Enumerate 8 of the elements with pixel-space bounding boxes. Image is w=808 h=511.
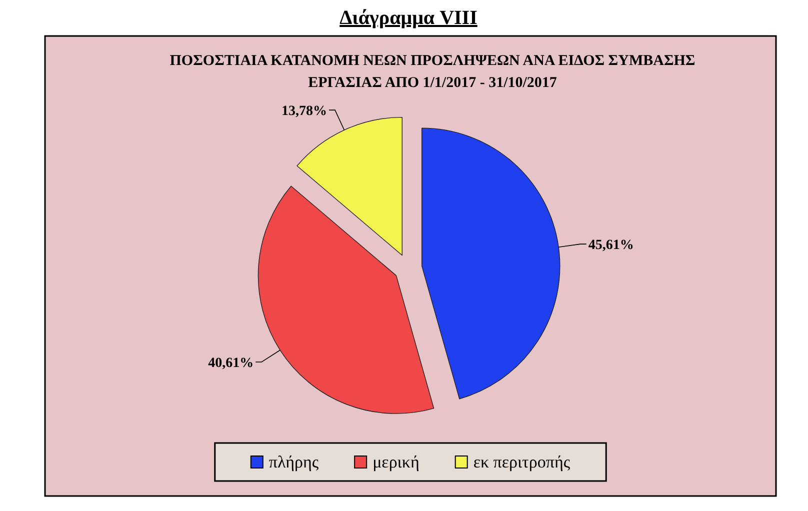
chart-title: Διάγραμμα VIII [340, 7, 478, 29]
legend-label: πλήρης [268, 452, 319, 472]
data-label: 45,61% [588, 238, 634, 253]
legend-label: εκ περιτροπής [473, 452, 570, 472]
legend-label: μερική [372, 452, 420, 472]
data-label: 40,61% [208, 356, 254, 371]
data-label: 13,78% [282, 104, 328, 119]
chart-subtitle: ΠΟΣΟΣΤΙΑΙΑ ΚΑΤΑΝΟΜΗ ΝΕΩΝ ΠΡΟΣΛΗΨΕΩΝ ΑΝΑ ΕΙΔΟΣ ΣΥΜΒΑΣΗΣ ΕΡΓΑΣΙΑΣ ΑΠΟ 1/1/2017 - 31/10/2017 [170, 53, 696, 91]
